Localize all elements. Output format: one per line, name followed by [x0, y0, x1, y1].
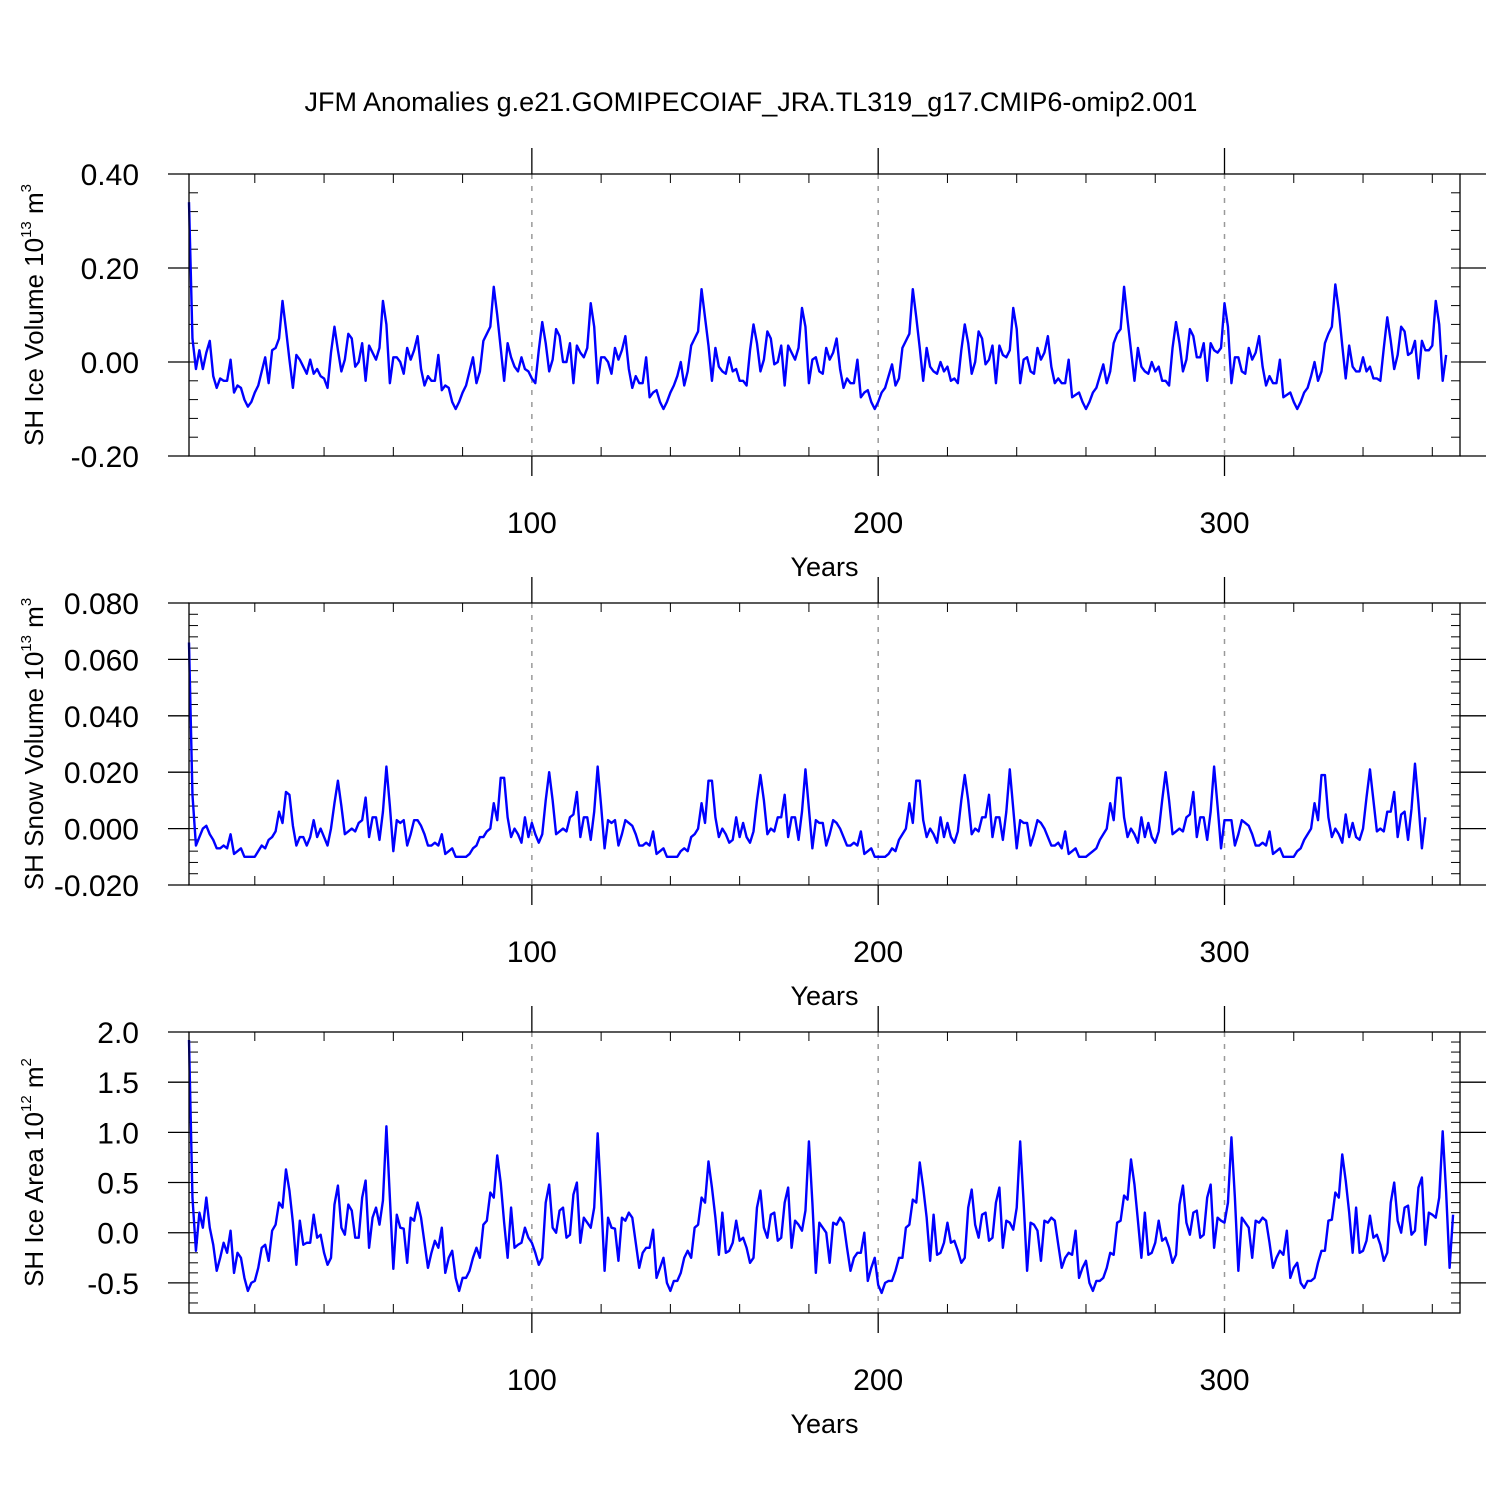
y-axis-label-unitexp: 3: [18, 184, 35, 192]
x-tick-label: 300: [1199, 1364, 1249, 1397]
x-tick-label: 100: [507, 507, 557, 540]
y-axis-label-prefix: SH Snow Volume 10: [19, 652, 49, 890]
plot-frame: [188, 173, 1461, 457]
y-axis-label: SH Ice Area 1012 m2: [18, 1058, 49, 1287]
y-axis-label-unit: m: [19, 192, 49, 221]
y-axis-label: SH Snow Volume 1013 m3: [18, 598, 49, 890]
chart-title: JFM Anomalies g.e21.GOMIPECOIAF_JRA.TL31…: [305, 87, 1198, 117]
y-tick-label: 1.0: [97, 1117, 139, 1150]
plot-frame: [188, 602, 1461, 886]
y-tick-label: 0.20: [81, 253, 139, 286]
y-tick-label: 0.00: [81, 347, 139, 380]
y-axis-label-unit: m: [19, 1066, 49, 1095]
y-tick-label: 0.5: [97, 1168, 139, 1201]
x-axis-label: Years: [790, 1409, 858, 1439]
panel-snow-volume: 100 200 300 -0.020 0.000 0.020 0.040 0.060 0.080…: [18, 577, 1486, 1011]
y-axis-label-prefix: SH Ice Area 10: [19, 1112, 49, 1287]
y-axis-label-exp: 13: [18, 635, 35, 652]
y-axis-label-unit: m: [19, 606, 49, 635]
series-line-snow-volume: [187, 642, 1427, 858]
panel-ice-area: 100 200 300 -0.5 0.0 0.5 1.0 1.5 2.0 Years SH Ice …: [18, 1006, 1486, 1439]
y-tick-label: 0.040: [64, 701, 139, 734]
y-axis-label-prefix: SH Ice Volume 10: [19, 238, 49, 446]
y-axis-label-unitexp: 2: [18, 1058, 35, 1066]
x-tick-label: 200: [853, 507, 903, 540]
x-tick-label: 100: [507, 1364, 557, 1397]
y-tick-label: -0.5: [87, 1268, 139, 1301]
y-tick-label: 2.0: [97, 1017, 139, 1050]
y-tick-label: 1.5: [97, 1067, 139, 1100]
x-tick-label: 300: [1199, 507, 1249, 540]
x-tick-label: 300: [1199, 936, 1249, 969]
panel-ice-volume: 100 200 300 -0.20 0.00 0.20 0.40 Years SH Ice Vo…: [18, 148, 1486, 582]
x-tick-label: 100: [507, 936, 557, 969]
series-line-ice-volume: [187, 202, 1448, 411]
y-tick-label: 0.000: [64, 814, 139, 847]
x-tick-label: 200: [853, 1364, 903, 1397]
x-tick-label: 200: [853, 936, 903, 969]
y-axis-label-unitexp: 3: [18, 598, 35, 606]
y-tick-label: 0.020: [64, 757, 139, 790]
series-line-ice-area: [187, 1040, 1455, 1295]
y-axis-label-exp: 13: [18, 221, 35, 238]
y-tick-label: 0.080: [64, 588, 139, 621]
y-axis-label: SH Ice Volume 1013 m3: [18, 184, 49, 446]
panels: 100 200 300 -0.20 0.00 0.20 0.40 Years SH Ice Vo…: [18, 148, 1486, 1439]
y-tick-label: 0.060: [64, 644, 139, 677]
y-tick-label: -0.20: [71, 441, 139, 474]
y-tick-label: -0.020: [54, 870, 139, 903]
y-axis-label-exp: 12: [18, 1095, 35, 1112]
x-axis-label: Years: [790, 981, 858, 1011]
plot-frame: [188, 1031, 1461, 1314]
y-tick-label: 0.0: [97, 1218, 139, 1251]
x-axis-label: Years: [790, 552, 858, 582]
y-tick-label: 0.40: [81, 159, 139, 192]
